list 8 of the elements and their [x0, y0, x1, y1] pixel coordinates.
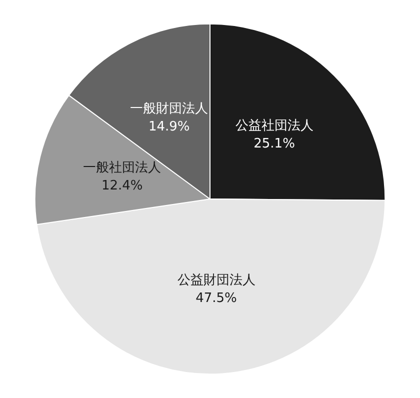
slice-label: 公益財団法人 [177, 272, 256, 288]
data-label: 47.5% [196, 290, 237, 306]
slice-label: 一般社団法人 [83, 160, 162, 176]
data-label: 12.4% [101, 178, 143, 194]
data-label: 25.1% [254, 136, 295, 152]
data-label: 14.9% [148, 120, 190, 135]
slice-label: 公益社団法人 [235, 118, 314, 134]
slice-label: 一般財団法人 [130, 102, 208, 117]
